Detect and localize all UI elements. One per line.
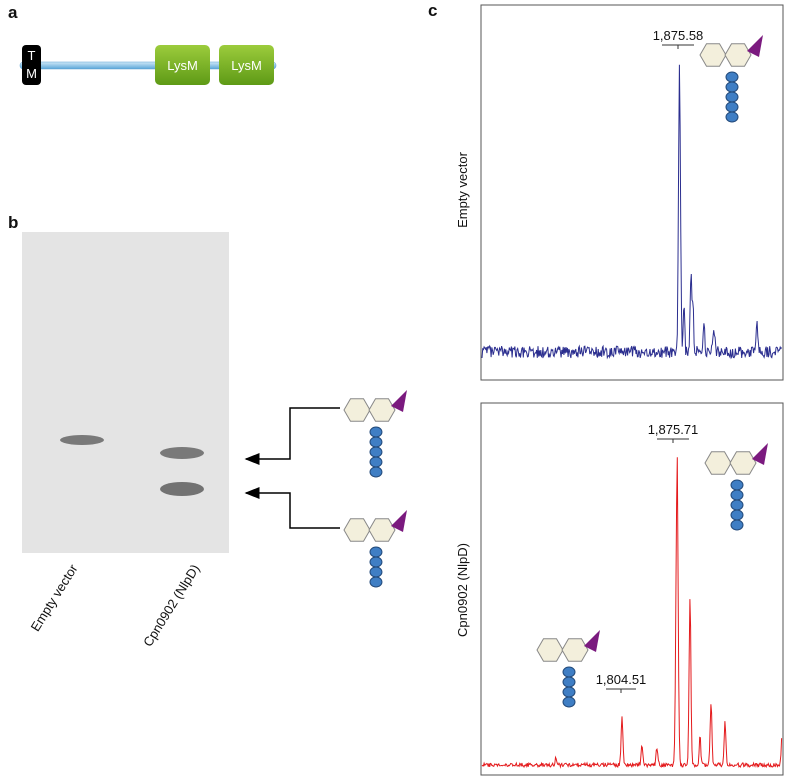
tm-label: T xyxy=(28,48,36,63)
amino-acid xyxy=(730,489,744,501)
peak-tick xyxy=(657,438,689,443)
amino-acid xyxy=(369,426,383,438)
sugar-ring xyxy=(343,398,371,422)
lactyl-group xyxy=(391,390,407,412)
lysm-domain xyxy=(155,45,210,85)
amino-acid xyxy=(369,546,383,558)
spectrum-trace xyxy=(481,457,783,769)
amino-acid xyxy=(369,556,383,568)
peak-tick xyxy=(662,44,694,49)
amino-acid xyxy=(369,466,383,478)
amino-acid xyxy=(562,686,576,698)
lane-label: Cpn0902 (NlpD) xyxy=(140,562,203,650)
amino-acid xyxy=(369,436,383,448)
amino-acid xyxy=(730,519,744,531)
lactyl-group xyxy=(752,443,768,465)
peak-label: 1,875.58 xyxy=(653,28,704,43)
panel-label: c xyxy=(428,1,437,20)
sugar-ring xyxy=(536,638,564,662)
lactyl-group xyxy=(391,510,407,532)
sugar-ring xyxy=(704,451,732,475)
sugar-ring xyxy=(368,398,396,422)
protein-backbone xyxy=(19,61,277,70)
gel-band xyxy=(60,435,104,445)
amino-acid xyxy=(725,91,739,103)
peak-label: 1,875.71 xyxy=(648,422,699,437)
spectrum-trace xyxy=(481,64,783,360)
peak-label: 1,804.51 xyxy=(596,672,647,687)
lane-label: Empty vector xyxy=(28,561,81,634)
amino-acid xyxy=(730,509,744,521)
lysm-domain xyxy=(219,45,274,85)
sugar-ring xyxy=(724,43,752,67)
amino-acid xyxy=(725,101,739,113)
amino-acid xyxy=(725,81,739,93)
panel-label: b xyxy=(8,213,18,232)
sugar-ring xyxy=(561,638,589,662)
amino-acid xyxy=(725,71,739,83)
tm-label: M xyxy=(26,66,37,81)
sugar-ring xyxy=(699,43,727,67)
arrow xyxy=(244,487,340,529)
tm-domain xyxy=(22,45,41,85)
panel-label: a xyxy=(8,3,18,22)
amino-acid xyxy=(369,446,383,458)
sugar-ring xyxy=(368,518,396,542)
lactyl-group xyxy=(584,630,600,652)
sugar-ring xyxy=(343,518,371,542)
sugar-ring xyxy=(729,451,757,475)
gel-band xyxy=(160,447,204,459)
arrow xyxy=(244,407,340,465)
lactyl-group xyxy=(747,35,763,57)
gel-band xyxy=(160,482,204,496)
amino-acid xyxy=(562,666,576,678)
lysm-label: LysM xyxy=(231,58,262,73)
amino-acid xyxy=(730,499,744,511)
peak-tick xyxy=(606,688,636,693)
amino-acid xyxy=(369,576,383,588)
amino-acid xyxy=(369,456,383,468)
spectrum-frame xyxy=(480,4,784,381)
gel xyxy=(22,232,229,553)
amino-acid xyxy=(562,676,576,688)
lysm-label: LysM xyxy=(167,58,198,73)
amino-acid xyxy=(730,479,744,491)
spectrum-label: Empty vector xyxy=(455,151,470,228)
amino-acid xyxy=(725,111,739,123)
spectrum-label: Cpn0902 (NlpD) xyxy=(455,543,470,637)
spectrum-frame xyxy=(480,402,784,776)
amino-acid xyxy=(562,696,576,708)
amino-acid xyxy=(369,566,383,578)
